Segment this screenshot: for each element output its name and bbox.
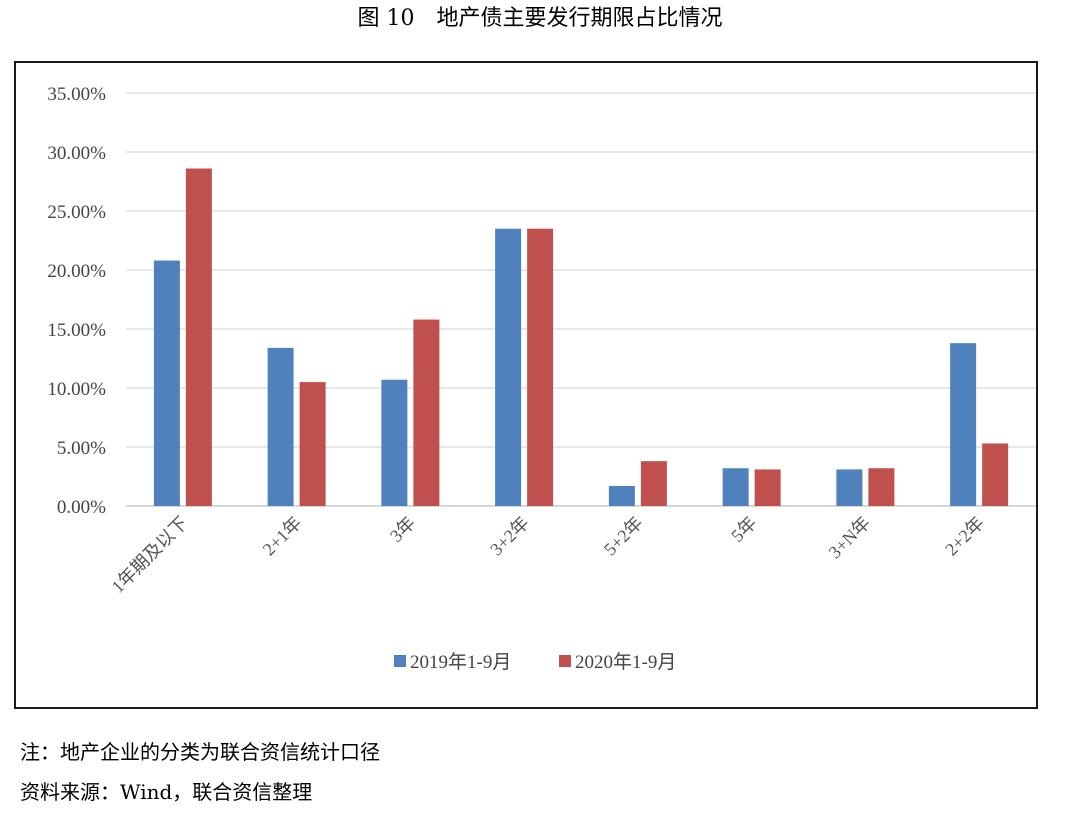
x-tick-label: 2+1年 bbox=[259, 513, 306, 560]
bar-series-2020 bbox=[413, 319, 440, 506]
x-tick-label: 1年期及以下 bbox=[108, 513, 192, 597]
bar-chart: 0.00% 5.00% 10.00% 15.00% 20.00% 25.00% 30.00%… bbox=[47, 84, 1036, 673]
y-tick-label: 10.00% bbox=[47, 379, 106, 400]
x-axis-ticks: 1年期及以下 2+1年 3年 3+2年 5+2年 5年 3+N年 2+2年 bbox=[108, 513, 988, 597]
bars bbox=[153, 168, 1009, 506]
legend-label: 2019年1-9月 bbox=[410, 651, 511, 673]
bar-series-2020 bbox=[185, 168, 212, 506]
bar-series-2019 bbox=[495, 228, 522, 506]
y-tick-label: 5.00% bbox=[57, 438, 106, 459]
x-tick-label: 3+N年 bbox=[825, 513, 875, 563]
legend: 2019年1-9月 2020年1-9月 bbox=[394, 651, 676, 673]
bar-series-2020 bbox=[754, 469, 781, 506]
y-tick-label: 30.00% bbox=[47, 143, 106, 164]
y-tick-label: 0.00% bbox=[57, 497, 106, 518]
bar-series-2019 bbox=[267, 347, 294, 506]
y-tick-label: 35.00% bbox=[47, 84, 106, 105]
figure-title: 图 10 地产债主要发行期限占比情况 bbox=[357, 6, 723, 31]
legend-label: 2020年1-9月 bbox=[575, 651, 676, 673]
x-tick-label: 2+2年 bbox=[941, 513, 988, 560]
bar-series-2020 bbox=[868, 468, 895, 506]
bar-series-2019 bbox=[608, 485, 635, 506]
legend-swatch bbox=[559, 655, 571, 667]
y-tick-label: 25.00% bbox=[47, 202, 106, 223]
chart-frame: 0.00% 5.00% 10.00% 15.00% 20.00% 25.00% 30.00%… bbox=[14, 61, 1038, 709]
bar-series-2020 bbox=[299, 382, 326, 506]
figure-note: 注：地产企业的分类为联合资信统计口径 bbox=[20, 740, 380, 764]
y-tick-label: 15.00% bbox=[47, 320, 106, 341]
gridlines bbox=[126, 92, 1036, 507]
bar-series-2020 bbox=[982, 443, 1009, 506]
x-tick-label: 3年 bbox=[386, 513, 419, 546]
x-tick-label: 5年 bbox=[727, 513, 760, 546]
y-axis-ticks: 0.00% 5.00% 10.00% 15.00% 20.00% 25.00% 30.00%… bbox=[47, 84, 106, 518]
bar-series-2019 bbox=[836, 469, 863, 506]
figure-source: 资料来源：Wind，联合资信整理 bbox=[20, 780, 313, 804]
y-tick-label: 20.00% bbox=[47, 261, 106, 282]
x-tick-label: 5+2年 bbox=[600, 513, 647, 560]
x-tick-label: 3+2年 bbox=[486, 513, 533, 560]
bar-series-2019 bbox=[722, 468, 749, 506]
bar-series-2019 bbox=[381, 379, 408, 506]
bar-series-2019 bbox=[153, 260, 180, 506]
legend-swatch bbox=[394, 655, 406, 667]
bar-series-2020 bbox=[640, 461, 667, 506]
bar-series-2019 bbox=[950, 343, 977, 506]
bar-series-2020 bbox=[527, 228, 554, 506]
